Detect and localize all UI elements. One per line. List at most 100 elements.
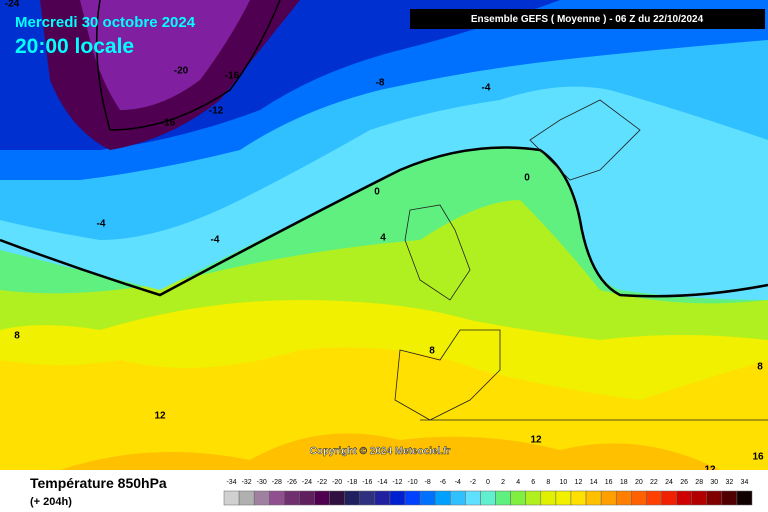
contour-label: 4 [380,233,386,244]
scale-swatch [419,490,436,506]
scale-swatch [676,490,692,506]
scale-label: 0 [486,479,490,486]
scale-swatch [223,490,240,506]
scale-swatch [495,490,511,506]
scale-label: -8 [425,479,431,486]
contour-label: -16 [161,118,176,129]
scale-label: -22 [317,479,327,486]
scale-swatch [615,490,632,506]
scale-swatch [540,490,557,506]
scale-label: 4 [516,479,520,486]
contour-label: -4 [482,83,491,94]
scale-label: -14 [377,479,387,486]
color-scale: -34 -32 -30 -28 -26 -24 -22 -20 -18 -16 -14 -12 -10-… [223,479,753,506]
field-violet [80,0,250,110]
greenland-coast [95,0,281,131]
scale-swatch [344,490,361,506]
scale-label: -16 [362,479,372,486]
scale-swatch [585,490,602,506]
scale-label: 28 [695,479,703,486]
scale-swatch [736,490,753,506]
model-info: Ensemble GEFS ( Moyenne ) - 06 Z du 22/1… [471,14,704,25]
contour-label: 8 [429,346,435,357]
scale-swatch [253,490,270,506]
contour-label: 8 [14,331,20,342]
scale-swatch [555,490,572,506]
scale-label: 10 [560,479,568,486]
scale-swatch [631,490,647,506]
zero-isotherm [0,146,768,298]
contour-label: 0 [524,173,530,184]
scale-swatch [450,490,466,506]
contour-label: -4 [211,235,220,246]
contour-label: -16 [225,71,240,82]
contour-label: 12 [530,435,542,446]
scale-swatch [480,490,496,506]
scale-swatch [374,490,391,506]
scale-swatch [646,490,662,506]
scale-label: -26 [287,479,297,486]
scale-label: -2 [470,479,476,486]
scale-swatch [570,490,587,506]
model-banner [410,9,765,29]
scale-label: 8 [546,479,550,486]
scale-swatch [465,490,481,506]
scale-swatch [510,490,526,506]
scale-label: 20 [635,479,643,486]
scale-label: 24 [665,479,673,486]
contour-label: 0 [374,187,380,198]
scale-label: 22 [650,479,658,486]
europe-coast [394,99,768,421]
scale-swatch [389,490,406,506]
scale-label: 26 [680,479,688,486]
scale-swatch [721,490,738,506]
contour-label: -8 [376,78,385,89]
scale-swatch [661,490,677,506]
scale-swatch [269,490,285,506]
date: Mercredi 30 octobre 2024 [15,14,196,31]
scale-label: 2 [501,479,505,486]
contour-label: -20 [174,66,189,77]
scale-label: -20 [332,479,342,486]
contour-label: 16 [752,452,764,463]
scale-label: -32 [242,479,252,486]
scale-label: 34 [741,479,749,486]
scale-label: 16 [605,479,613,486]
temperature-field [0,0,768,470]
scale-label: 12 [575,479,583,486]
scale-label: -28 [272,479,282,486]
footer-lead: (+ 204h) [30,496,72,508]
scale-label: 6 [531,479,535,486]
scale-swatch [238,490,255,506]
contour-label: 8 [757,362,763,373]
time: 20:00 locale [15,35,134,58]
scale-swatch [329,490,345,506]
scale-label: -6 [440,479,446,486]
scale-label: -34 [226,479,236,486]
scale-label: 32 [725,479,733,486]
contour-label: 12 [154,411,166,422]
copyright: Copyright © 2024 Meteociel.fr [310,446,451,457]
scale-label: -10 [408,479,418,486]
contour-label: -12 [209,106,224,117]
scale-swatch [299,490,315,506]
scale-swatch [525,490,542,506]
contour-label: -24 [5,0,20,10]
scale-swatch [434,490,451,506]
scale-swatch [404,490,421,506]
scale-label: -30 [257,479,267,486]
scale-label: -24 [302,479,312,486]
scale-swatch [600,490,617,506]
scale-swatch [314,490,330,506]
scale-label: 30 [710,479,718,486]
scale-label: -4 [455,479,461,486]
scale-label: 14 [590,479,598,486]
scale-swatch [359,490,376,506]
scale-label: -12 [392,479,402,486]
scale-swatch [691,490,707,506]
contour-label: -4 [97,219,106,230]
scale-label: -18 [347,479,357,486]
scale-swatch [706,490,723,506]
scale-label: 18 [620,479,628,486]
